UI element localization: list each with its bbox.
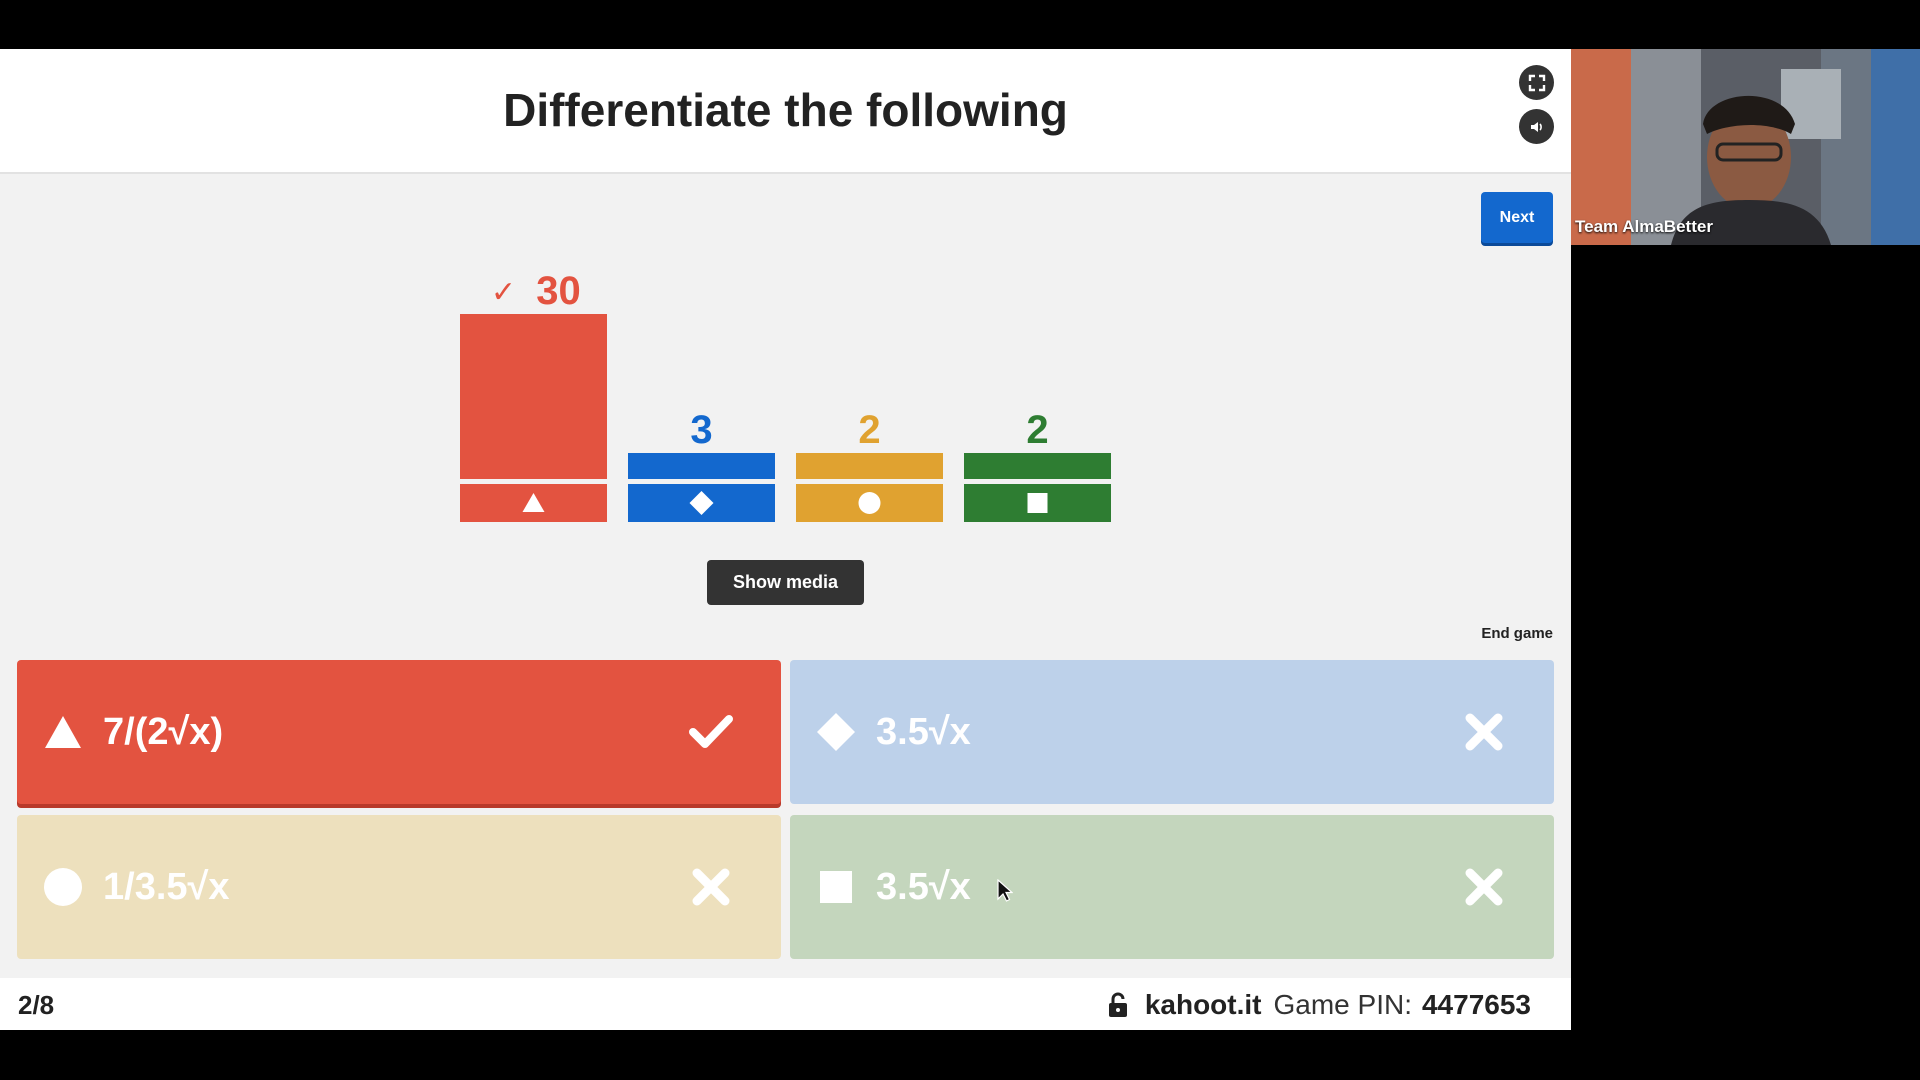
answer-text: 7/(2√x) — [103, 710, 224, 753]
answer-option-diamond: 3.5√x — [790, 660, 1554, 804]
answer-option-triangle: 7/(2√x) — [17, 660, 781, 804]
game-footer: 2/8 kahoot.it Game PIN: 4477653 — [0, 978, 1571, 1030]
triangle-icon — [522, 493, 545, 512]
speaker-icon — [1530, 121, 1542, 132]
cross-icon — [1454, 702, 1514, 762]
answer-text: 3.5√x — [876, 710, 971, 753]
answer-option-circle: 1/3.5√x — [17, 815, 781, 959]
check-icon — [681, 702, 741, 762]
correct-check-icon: ✓ — [491, 275, 516, 310]
webcam-image — [1571, 49, 1920, 245]
result-bar-circle — [796, 453, 943, 479]
diamond-icon — [806, 702, 866, 762]
participant-name: Team AlmaBetter — [1575, 217, 1713, 236]
question-title: Differentiate the following — [503, 84, 1068, 136]
result-count-label: 3 — [690, 408, 712, 452]
game-pin-label: Game PIN: — [1273, 989, 1412, 1020]
result-bar-triangle — [460, 314, 607, 479]
game-pin-value: 4477653 — [1421, 989, 1531, 1020]
mouse-cursor — [997, 879, 1013, 902]
answer-text: 3.5√x — [876, 865, 971, 908]
result-count-label: 30 — [536, 269, 581, 313]
end-game-link[interactable]: End game — [1481, 625, 1553, 642]
question-counter: 2/8 — [18, 990, 55, 1020]
fullscreen-button[interactable] — [1519, 65, 1554, 100]
answer-results-chart: 30 ✓ 3 2 2 — [460, 269, 1111, 522]
result-count-label: 2 — [858, 408, 880, 452]
next-button[interactable]: Next — [1481, 192, 1553, 243]
triangle-icon — [33, 702, 93, 762]
circle-icon — [33, 857, 93, 917]
webcam-feed: Team AlmaBetter — [1571, 49, 1920, 245]
fullscreen-icon — [1528, 74, 1545, 91]
sound-button[interactable] — [1519, 109, 1554, 144]
cross-icon — [1454, 857, 1514, 917]
show-media-button[interactable]: Show media — [707, 560, 864, 605]
lock-icon — [1108, 992, 1127, 1017]
square-icon — [806, 857, 866, 917]
answer-option-square: 3.5√x — [790, 815, 1554, 959]
diamond-icon — [689, 491, 714, 515]
game-pin-area: kahoot.it Game PIN: 4477653 — [1107, 989, 1531, 1021]
result-bar-diamond — [628, 453, 775, 479]
cross-icon — [681, 857, 741, 917]
circle-icon — [858, 492, 881, 514]
question-header: Differentiate the following — [0, 49, 1571, 174]
square-icon — [1027, 493, 1048, 513]
answer-text: 1/3.5√x — [103, 865, 230, 908]
kahoot-stage: Differentiate the following Next 30 ✓ 3 2 2 … — [0, 49, 1571, 1030]
result-bar-square — [964, 453, 1111, 479]
result-count-label: 2 — [1026, 408, 1048, 452]
site-url: kahoot.it — [1144, 989, 1262, 1020]
